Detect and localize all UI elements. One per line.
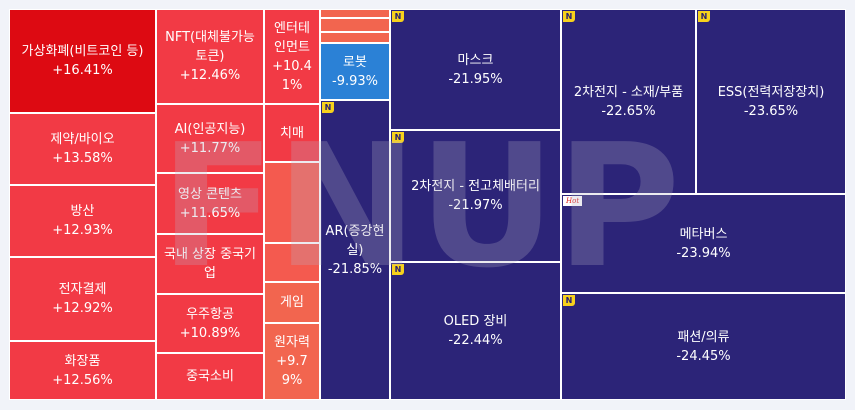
treemap-tile[interactable]: N OLED 장비 -22.44% [390, 262, 561, 400]
tile-change-value: +12.93% [52, 223, 113, 238]
treemap-tile[interactable]: 가상화폐(비트코인 등) +16.41% [9, 9, 156, 113]
treemap-tile[interactable]: 영상 콘텐츠 +11.65% [156, 173, 264, 234]
tile-change-value: +13.58% [52, 151, 113, 166]
treemap-tile[interactable]: 국내 상장 중국기업 [156, 234, 264, 294]
treemap-tile[interactable]: N 마스크 -21.95% [390, 9, 561, 130]
tile-label: 영상 콘텐츠 [178, 186, 242, 202]
tile-change-value: +10.89% [179, 325, 241, 341]
treemap-tile[interactable]: N ESS(전력저장장치) -23.65% [696, 9, 846, 194]
treemap-tile[interactable]: 중국소비 [156, 353, 264, 400]
tile-change-value: -22.44% [448, 333, 503, 348]
treemap-tile[interactable]: N 2차전지 - 전고체배터리 -21.97% [390, 130, 561, 262]
treemap-tile[interactable]: N AR(증강현실) -21.85% [320, 100, 390, 400]
new-badge: N [322, 102, 334, 113]
treemap-tile[interactable] [264, 162, 320, 243]
new-badge: N [392, 264, 404, 275]
treemap-tile[interactable]: AI(인공지능) +11.77% [156, 104, 264, 173]
treemap-tile[interactable]: Hot 메타버스 -23.94% [561, 194, 846, 293]
tile-change-value: -21.97% [448, 198, 503, 213]
tile-label: 제약/바이오 [50, 132, 115, 147]
tile-change-value: -9.93% [332, 73, 378, 89]
tile-label: 국내 상장 중국기업 [164, 247, 256, 281]
treemap-tile[interactable]: 치매 [264, 104, 320, 162]
tile-label: 우주항공 [186, 306, 234, 322]
tile-label: 2차전지 - 전고체배터리 [411, 179, 540, 194]
tile-change-value: -21.85% [327, 261, 383, 277]
treemap-tile[interactable]: 로봇 -9.93% [320, 43, 390, 100]
tile-label: 전자결제 [58, 282, 107, 297]
new-badge: N [392, 11, 404, 22]
tile-label: 메타버스 [679, 226, 728, 242]
treemap-tile[interactable]: 우주항공 +10.89% [156, 294, 264, 353]
tile-change-value: +12.46% [179, 68, 241, 83]
tile-change-value: +12.56% [52, 372, 113, 388]
treemap-tile[interactable] [320, 9, 390, 18]
treemap-tile[interactable]: N 패션/의류 -24.45% [561, 293, 846, 400]
tile-label: 가상화폐(비트코인 등) [21, 44, 144, 59]
tile-label: 중국소비 [186, 369, 234, 384]
treemap-tile[interactable] [320, 32, 390, 43]
tile-label: OLED 장비 [443, 314, 508, 329]
tile-change-value: +16.41% [52, 63, 113, 78]
tile-change-value: +11.65% [179, 205, 241, 221]
treemap-tile[interactable]: 제약/바이오 +13.58% [9, 113, 156, 185]
tile-change-value: +10.41% [272, 58, 312, 93]
tile-label: NFT(대체불가능토큰) [165, 30, 255, 64]
tile-label: 엔터테인먼트 [274, 20, 310, 55]
tile-change-value: +9.79% [276, 354, 308, 388]
tile-change-value: -24.45% [676, 348, 731, 364]
treemap-tile[interactable]: NFT(대체불가능토큰) +12.46% [156, 9, 264, 104]
treemap-tile[interactable]: 방산 +12.93% [9, 185, 156, 257]
treemap-tile[interactable]: 게임 [264, 282, 320, 323]
tile-label: 마스크 [457, 52, 494, 68]
tile-label: 방산 [70, 204, 95, 219]
new-badge: N [563, 11, 575, 22]
tile-label: 치매 [280, 125, 304, 141]
hot-badge: Hot [563, 196, 583, 206]
tile-label: AR(증강현실) [325, 223, 385, 258]
tile-label: 로봇 [343, 54, 367, 70]
treemap-tile[interactable]: 원자력 +9.79% [264, 323, 320, 400]
new-badge: N [698, 11, 710, 22]
tile-label: 화장품 [64, 353, 101, 369]
treemap-tile[interactable]: 전자결제 +12.92% [9, 257, 156, 341]
new-badge: N [563, 295, 575, 306]
tile-change-value: -23.65% [743, 103, 799, 119]
treemap-tile[interactable]: 엔터테인먼트 +10.41% [264, 9, 320, 104]
treemap-tile[interactable]: 화장품 +12.56% [9, 341, 156, 400]
tile-label: 원자력 [274, 335, 310, 350]
treemap-tile[interactable]: N 2차전지 - 소재/부품 -22.65% [561, 9, 696, 194]
tile-label: AI(인공지능) [174, 121, 246, 137]
tile-change-value: +11.77% [179, 140, 241, 156]
tile-change-value: -21.95% [448, 71, 503, 87]
tile-change-value: -22.65% [601, 103, 656, 119]
treemap-tile[interactable] [320, 18, 390, 32]
tile-label: 패션/의류 [677, 329, 730, 345]
tile-change-value: +12.92% [52, 301, 113, 316]
new-badge: N [392, 132, 404, 143]
tile-label: 게임 [280, 295, 304, 310]
tile-label: 2차전지 - 소재/부품 [573, 84, 684, 100]
tile-label: ESS(전력저장장치) [717, 84, 825, 100]
tile-change-value: -23.94% [676, 245, 731, 261]
treemap-tile[interactable] [264, 243, 320, 282]
